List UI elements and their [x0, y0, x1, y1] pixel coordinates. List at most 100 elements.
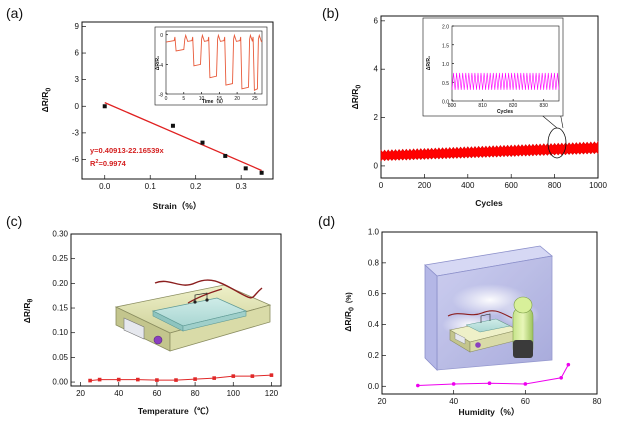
- panel-b-label: (b): [322, 5, 339, 21]
- panel-c-ytick-label: 0.30: [52, 230, 68, 239]
- panel-b-xtick-label: 200: [418, 181, 432, 190]
- panel-c-ytick-label: 0.10: [52, 328, 68, 337]
- panel-c-ytick-label: 0.15: [52, 304, 68, 313]
- panel-a-fit-line: [104, 102, 262, 172]
- panel-d-xtick-label: 80: [593, 397, 602, 406]
- panel-a-inset-curve: [165, 33, 263, 92]
- panel-d-ytick-label: 0.8: [368, 258, 380, 267]
- panel-b-inset-xtick-label: 800: [448, 103, 457, 109]
- panel-b-xtick-label: 0: [379, 181, 384, 190]
- panel-b-ytick-label: 0: [374, 161, 379, 170]
- panel-b-inset-ytick-label: 1.0: [442, 62, 449, 68]
- panel-a-ytick-label: 6: [75, 49, 80, 58]
- panel-a-x-label: Strain（%）: [153, 201, 202, 211]
- panel-d-data-point: [559, 376, 563, 380]
- panel-a-ytick-label: -6: [72, 155, 80, 164]
- panel-b-xtick-label: 400: [461, 181, 475, 190]
- panel-d-ytick-label: 0.6: [368, 289, 380, 298]
- panel-a-inset-background: [154, 26, 268, 106]
- panel-a-r2: R2=0.9974: [90, 159, 127, 168]
- panel-c-data-point: [212, 376, 216, 380]
- panel-a-inset-ytick-label: -4: [159, 63, 164, 69]
- panel-d-axes-frame: [381, 231, 598, 395]
- panel-c-data-point: [97, 377, 102, 382]
- panel-c-xtick-label: 100: [227, 389, 241, 398]
- panel-c-label: (c): [6, 213, 22, 229]
- panel-a-data-point: [170, 123, 175, 128]
- panel-b-inset-ticks: 0.0 0.5 1.0 1.5 2.0 800 810 820 830: [442, 25, 548, 110]
- panel-b-x-axis: 0 200 400 600 800 1000: [379, 174, 607, 190]
- panel-d-series-line: [417, 364, 569, 386]
- panel-b-y-axis: 0 2 4 6: [374, 16, 385, 170]
- panel-d-xtick-label: 20: [378, 397, 387, 406]
- panel-a-xtick-label: 0.2: [190, 182, 202, 191]
- panel-a-xtick-label: 0.3: [236, 182, 248, 191]
- panel-d-xtick-label: 60: [521, 397, 530, 406]
- panel-a-axes-frame: [81, 21, 274, 180]
- panel-b-ytick-label: 4: [374, 65, 379, 74]
- panel-a-equation: y=0.40913-22.16539x: [90, 146, 164, 155]
- panel-b-inset: 0.0 0.5 1.0 1.5 2.0 800 810 820 830 Cycles ΔR/R₀: [422, 17, 564, 117]
- panel-a-points: [102, 104, 264, 175]
- panel-d-x-label: Humidity（%）: [459, 407, 520, 417]
- panel-d-y-label: ΔR/R0(%): [343, 292, 356, 332]
- panel-a-data-point: [259, 170, 264, 175]
- panel-b-xtick-label: 600: [505, 181, 519, 190]
- panel-d-data-point: [566, 362, 571, 367]
- panel-d: (d) 0.0 0.2 0.4 0.6 0.8 1.0 20 40 60 80 ΔR/R0(%)…: [318, 213, 602, 417]
- panel-a-ytick-label: 0: [75, 102, 80, 111]
- panel-a-ytick-label: -3: [72, 128, 80, 137]
- panel-c-y-axis: 0.00 0.05 0.10 0.15 0.20 0.25 0.30: [52, 230, 75, 387]
- panel-c-points: [88, 373, 274, 383]
- hotplate-with-sensor-illustration: [114, 279, 272, 352]
- panel-c-x-axis: 20 40 60 80 100 120: [76, 382, 279, 398]
- panel-a-inset-x-label: Time（s）: [202, 99, 226, 105]
- panel-c-data-point: [250, 374, 255, 378]
- panel-b-y-label: ΔR/R0: [350, 85, 363, 110]
- panel-c-data-point: [136, 377, 140, 382]
- panel-c-xtick-label: 80: [191, 389, 200, 398]
- panel-a-inset-ytick-label: -8: [159, 93, 164, 99]
- panel-c-ytick-label: 0.20: [52, 279, 68, 288]
- panel-a-data-point: [102, 104, 107, 109]
- panel-a-inset-xtick-label: 5: [182, 96, 185, 102]
- panel-b-ytick-label: 6: [374, 16, 379, 25]
- panel-d-ytick-label: 0.2: [368, 351, 380, 360]
- panel-c-ytick-label: 0.05: [52, 353, 68, 362]
- panel-c-data-point: [231, 374, 236, 378]
- panel-d-x-axis: 20 40 60 80: [378, 390, 602, 406]
- panel-a-inset-xtick-label: 0: [165, 96, 168, 102]
- panel-c-data-point: [116, 377, 121, 382]
- panel-c-data-point: [155, 378, 159, 382]
- panel-a-data-point: [200, 140, 205, 145]
- panel-c-xtick-label: 20: [76, 389, 85, 398]
- panel-c-x-label: Temperature（℃）: [138, 406, 214, 416]
- panel-c-xtick-label: 120: [265, 389, 279, 398]
- panel-b-axes-frame: [380, 15, 599, 179]
- panel-c-data-point: [193, 377, 197, 381]
- panel-a-y-label: ΔR/R0: [40, 88, 53, 113]
- panel-a-inset-xtick-label: 10: [199, 96, 205, 102]
- panel-b-inset-y-label: ΔR/R₀: [426, 56, 432, 70]
- panel-b-inset-xtick-label: 820: [509, 103, 518, 109]
- panel-a-ytick-label: 3: [75, 75, 80, 84]
- panel-c-data-point: [174, 378, 178, 382]
- panel-b-inset-xtick-label: 810: [478, 103, 487, 109]
- panel-a-xtick-label: 0.1: [145, 182, 157, 191]
- panel-a-inset-ytick-label: 0: [160, 33, 163, 39]
- panel-b-x-label: Cycles: [475, 198, 503, 208]
- panel-d-y-axis: 0.0 0.2 0.4 0.6 0.8 1.0: [368, 228, 386, 391]
- panel-a-inset: 0-4-80 5 10 15 20 25 Time（s） ΔR/R₀: [154, 26, 268, 106]
- panel-d-ytick-label: 0.0: [368, 382, 380, 391]
- panel-b-inset-ytick-label: 0.5: [442, 81, 449, 87]
- panel-c-data-point: [88, 378, 92, 383]
- panel-a-inset-xtick-label: 20: [234, 96, 240, 102]
- panel-d-ytick-label: 0.4: [368, 320, 380, 329]
- panel-b-ytick-label: 2: [374, 113, 379, 122]
- panel-a-x-axis: 0.0 0.1 0.2 0.3: [99, 175, 247, 191]
- panel-d-points: [416, 362, 571, 388]
- panel-c: (c) 0.00 0.05 0.10 0.15 0.20 0.25 0.30 20 40 60 8…: [6, 213, 282, 416]
- panel-d-data-point: [487, 381, 492, 386]
- panel-d-xtick-label: 40: [449, 397, 458, 406]
- panel-b-inset-ytick-label: 0.0: [442, 100, 449, 106]
